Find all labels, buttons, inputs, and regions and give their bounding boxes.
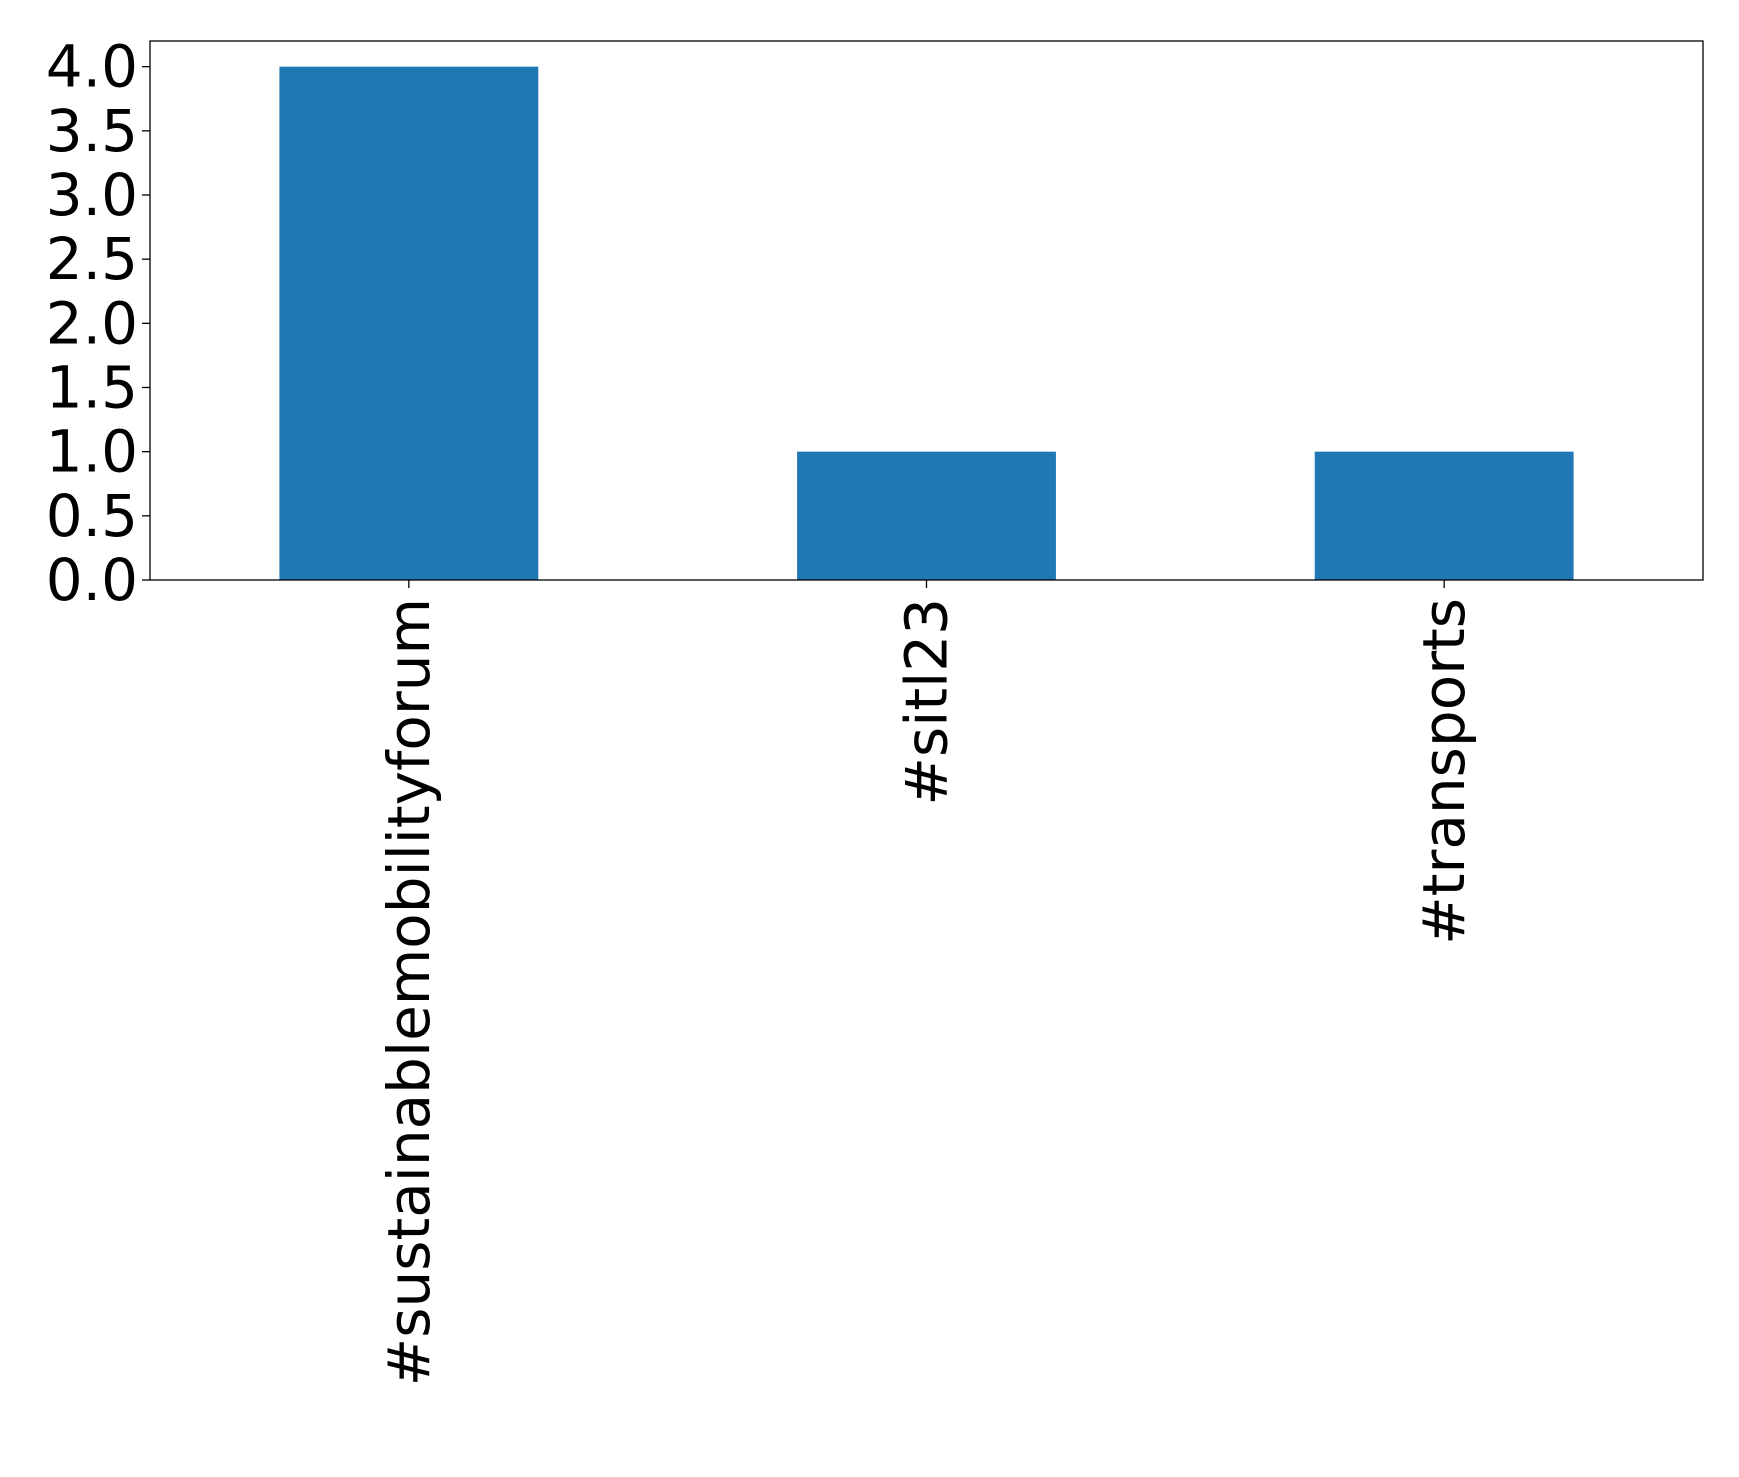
y-tick-label-5: 2.5	[46, 225, 138, 293]
y-tick-label-2: 1.0	[46, 418, 138, 486]
y-tick-label-1: 0.5	[46, 482, 138, 550]
x-tick-label-1: #sitl23	[893, 598, 961, 806]
plot-frame	[149, 40, 1704, 581]
bar-0	[279, 66, 539, 580]
bar-1	[797, 451, 1056, 580]
y-tick-label-7: 3.5	[46, 97, 138, 165]
bar-2	[1314, 451, 1574, 580]
y-axis-ticks: 0.00.51.01.52.02.53.03.54.0	[46, 33, 150, 614]
bars-group	[279, 66, 1574, 580]
y-tick-label-3: 1.5	[46, 354, 138, 422]
y-tick-label-8: 4.0	[46, 33, 138, 101]
x-tick-label-2: #transports	[1410, 598, 1478, 945]
y-tick-label-0: 0.0	[46, 546, 138, 614]
x-tick-label-0: #sustainablemobilityforum	[375, 598, 443, 1386]
y-tick-label-6: 3.0	[46, 161, 138, 229]
x-axis-ticks: #sustainablemobilityforum #sitl23 #transpo…	[375, 580, 1478, 1386]
y-tick-label-4: 2.0	[46, 289, 138, 357]
